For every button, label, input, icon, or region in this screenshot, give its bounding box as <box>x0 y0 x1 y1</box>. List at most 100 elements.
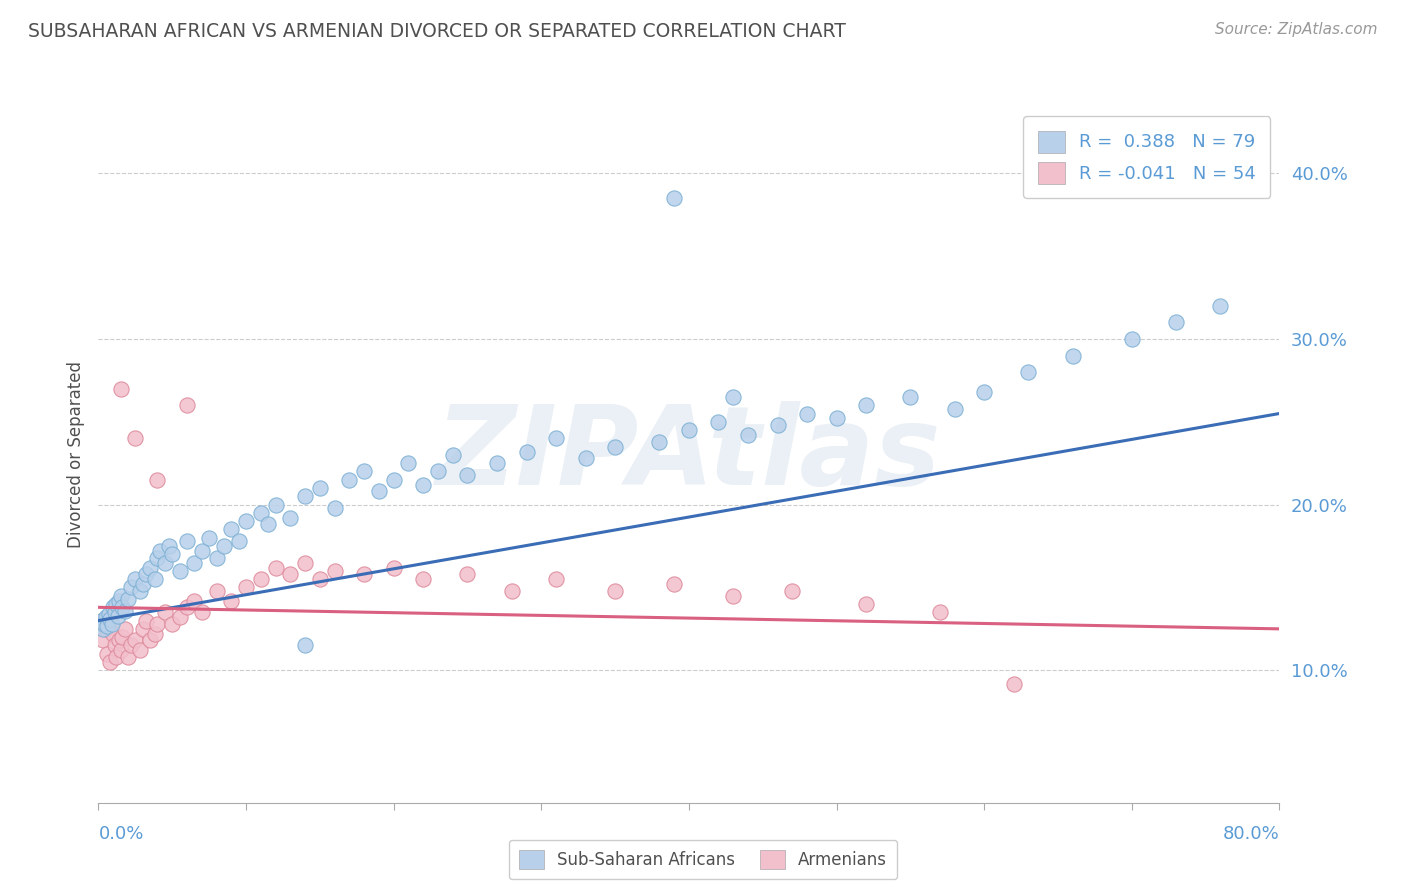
Point <box>353 567 375 582</box>
Point <box>124 431 146 445</box>
Point <box>1062 349 1084 363</box>
Point <box>191 544 214 558</box>
Point <box>198 531 221 545</box>
Point <box>1017 365 1039 379</box>
Point <box>294 639 316 653</box>
Point <box>176 534 198 549</box>
Point <box>111 630 134 644</box>
Point <box>183 593 205 607</box>
Point <box>721 390 744 404</box>
Point <box>825 411 848 425</box>
Point <box>94 610 117 624</box>
Point <box>228 534 250 549</box>
Point <box>278 567 302 582</box>
Point <box>796 407 818 421</box>
Text: ZIPAtlas: ZIPAtlas <box>436 401 942 508</box>
Point <box>707 415 730 429</box>
Text: 80.0%: 80.0% <box>1223 825 1279 843</box>
Point <box>132 577 155 591</box>
Point <box>544 572 567 586</box>
Point <box>855 398 877 412</box>
Point <box>114 604 136 618</box>
Point <box>353 465 375 479</box>
Point <box>294 489 316 503</box>
Point <box>309 572 332 586</box>
Point <box>94 622 117 636</box>
Point <box>515 444 537 458</box>
Point <box>928 605 950 619</box>
Point <box>205 550 228 565</box>
Point <box>153 556 176 570</box>
Point <box>456 567 478 582</box>
Point <box>337 473 360 487</box>
Point <box>855 597 877 611</box>
Point <box>943 401 966 416</box>
Point <box>124 633 146 648</box>
Point <box>114 622 136 636</box>
Point <box>294 556 316 570</box>
Point <box>103 600 125 615</box>
Point <box>135 614 157 628</box>
Point <box>128 583 150 598</box>
Point <box>139 560 162 574</box>
Point <box>664 577 686 591</box>
Point <box>427 465 450 479</box>
Point <box>605 440 627 454</box>
Point <box>212 539 235 553</box>
Text: Source: ZipAtlas.com: Source: ZipAtlas.com <box>1215 22 1378 37</box>
Point <box>98 612 121 626</box>
Point <box>90 614 112 628</box>
Point <box>441 448 464 462</box>
Point <box>1209 299 1232 313</box>
Point <box>169 610 191 624</box>
Point <box>782 583 804 598</box>
Point <box>90 614 112 628</box>
Point <box>100 616 122 631</box>
Point <box>153 605 176 619</box>
Point <box>191 605 214 619</box>
Point <box>117 592 139 607</box>
Point <box>96 618 118 632</box>
Point <box>323 564 346 578</box>
Point <box>103 627 125 641</box>
Point <box>456 467 478 482</box>
Point <box>250 572 273 586</box>
Point <box>104 639 127 653</box>
Point <box>235 514 257 528</box>
Y-axis label: Divorced or Separated: Divorced or Separated <box>66 361 84 549</box>
Point <box>235 581 257 595</box>
Point <box>146 473 169 487</box>
Point <box>368 484 391 499</box>
Point <box>205 583 228 598</box>
Point <box>143 627 166 641</box>
Point <box>382 560 405 574</box>
Point <box>501 583 523 598</box>
Point <box>104 605 127 619</box>
Point <box>96 647 118 661</box>
Point <box>93 616 115 631</box>
Point <box>278 511 302 525</box>
Point <box>323 500 346 515</box>
Point <box>110 643 132 657</box>
Point <box>146 616 169 631</box>
Text: SUBSAHARAN AFRICAN VS ARMENIAN DIVORCED OR SEPARATED CORRELATION CHART: SUBSAHARAN AFRICAN VS ARMENIAN DIVORCED … <box>28 22 846 41</box>
Point <box>544 431 567 445</box>
Point <box>120 639 142 653</box>
Point <box>139 633 162 648</box>
Point <box>678 423 700 437</box>
Point <box>574 451 596 466</box>
Point <box>110 382 132 396</box>
Legend: R =  0.388   N = 79, R = -0.041   N = 54: R = 0.388 N = 79, R = -0.041 N = 54 <box>1024 116 1271 198</box>
Point <box>128 643 150 657</box>
Point <box>257 517 280 532</box>
Point <box>1164 315 1187 329</box>
Point <box>132 622 155 636</box>
Point <box>97 607 120 621</box>
Point <box>149 544 172 558</box>
Point <box>412 572 434 586</box>
Point <box>110 589 132 603</box>
Point <box>737 428 759 442</box>
Point <box>486 456 509 470</box>
Point <box>648 434 671 449</box>
Point <box>107 608 129 623</box>
